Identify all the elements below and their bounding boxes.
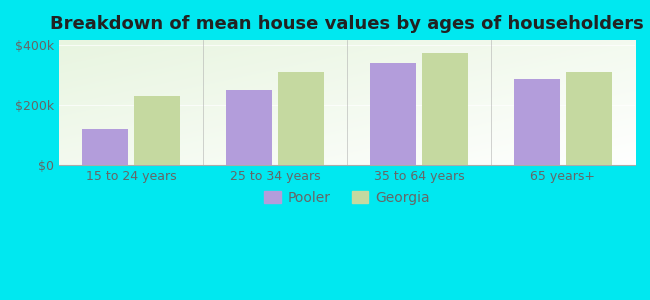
Bar [134,96,180,165]
Legend: Pooler, Georgia: Pooler, Georgia [259,185,436,210]
Bar [422,53,468,165]
Bar [278,72,324,165]
Bar [566,72,612,165]
Bar [82,129,128,165]
Bar [514,79,560,165]
Bar [370,63,416,165]
Bar [226,90,272,165]
Title: Breakdown of mean house values by ages of householders: Breakdown of mean house values by ages o… [50,15,644,33]
